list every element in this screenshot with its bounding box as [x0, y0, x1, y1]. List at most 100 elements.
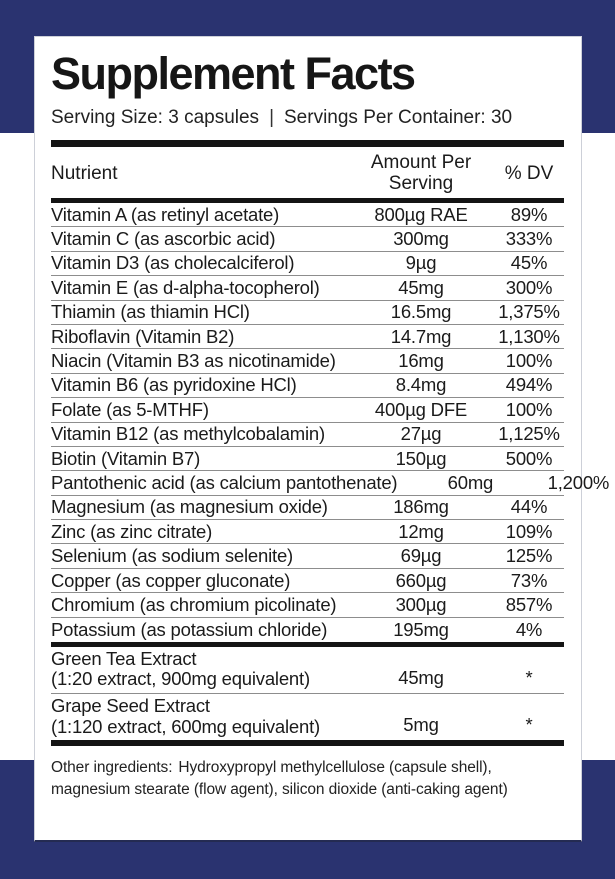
nutrient-name: Vitamin B12 (as methylcobalamin): [51, 423, 325, 445]
nutrient-dv: 1,375%: [498, 301, 560, 323]
nutrient-name: Zinc (as zinc citrate): [51, 520, 213, 542]
extract-amount: 45mg: [398, 666, 444, 688]
table-row: Vitamin B6 (as pyridoxine HCl) 8.4mg 494…: [51, 374, 564, 399]
nutrient-name: Potassium (as potassium chloride): [51, 618, 328, 640]
nutrient-amount: 400µg DFE: [374, 398, 468, 420]
table-header-row: Nutrient Amount Per Serving % DV: [51, 147, 564, 198]
nutrient-name: Folate (as 5-MTHF): [51, 398, 209, 420]
nutrient-dv: 1,130%: [498, 325, 560, 347]
nutrient-dv: 494%: [505, 374, 553, 396]
nutrient-dv: 73%: [510, 569, 548, 591]
nutrient-dv: 857%: [505, 593, 553, 615]
nutrient-amount: 300mg: [393, 228, 449, 250]
thick-divider-header: [51, 198, 564, 203]
nutrient-dv: 300%: [505, 276, 553, 298]
nutrient-dv: 89%: [510, 203, 548, 225]
nutrient-dv: 1,200%: [547, 471, 610, 493]
column-header-amount: Amount Per Serving: [370, 152, 472, 194]
nutrient-name: Magnesium (as magnesium oxide): [51, 496, 328, 518]
table-row: Vitamin C (as ascorbic acid) 300mg 333%: [51, 227, 564, 252]
servings-per-container-text: Servings Per Container: 30: [284, 107, 513, 128]
nutrient-dv: 500%: [505, 447, 553, 469]
table-row: Niacin (Vitamin B3 as nicotinamide) 16mg…: [51, 349, 564, 374]
nutrient-amount: 45mg: [398, 276, 444, 298]
other-ingredients: Other ingredients: Hydroxypropyl methylce…: [51, 757, 564, 801]
nutrient-name: Thiamin (as thiamin HCl): [51, 301, 250, 323]
nutrient-table-body: Vitamin A (as retinyl acetate) 800µg RAE…: [51, 203, 609, 642]
nutrient-amount: 9µg: [405, 252, 437, 274]
nutrient-name: Vitamin A (as retinyl acetate): [51, 203, 280, 225]
nutrient-name: Biotin (Vitamin B7): [51, 447, 201, 469]
table-row: Vitamin B12 (as methylcobalamin) 27µg 1,…: [51, 423, 564, 447]
nutrient-dv: 44%: [510, 496, 548, 518]
nutrient-dv: 125%: [505, 545, 553, 567]
table-row: Folate (as 5-MTHF) 400µg DFE 100%: [51, 398, 564, 423]
nutrient-amount: 27µg: [400, 423, 442, 445]
nutrient-name: Vitamin B6 (as pyridoxine HCl): [51, 374, 297, 396]
nutrient-name: Vitamin E (as d-alpha-tocopherol): [51, 276, 320, 298]
nutrient-amount: 150µg: [395, 447, 447, 469]
nutrient-name: Vitamin C (as ascorbic acid): [51, 228, 276, 250]
nutrient-name: Copper (as copper gluconate): [51, 569, 291, 591]
page-title: Supplement Facts: [51, 48, 416, 99]
nutrient-amount: 8.4mg: [395, 374, 447, 396]
table-row: Magnesium (as magnesium oxide) 186mg 44%: [51, 496, 564, 521]
serving-divider: |: [269, 107, 274, 128]
nutrient-name: Riboflavin (Vitamin B2): [51, 325, 235, 347]
extract-amount: 5mg: [403, 714, 439, 736]
column-header-nutrient: Nutrient: [51, 162, 118, 184]
serving-info: Serving Size: 3 capsules | Servings Per Co…: [51, 105, 564, 131]
table-row: Zinc (as zinc citrate) 12mg 109%: [51, 520, 564, 545]
nutrient-dv: 333%: [505, 228, 553, 250]
nutrient-amount: 186mg: [393, 496, 449, 518]
extract-name: Grape Seed Extract (1:120 extract, 600mg…: [51, 695, 321, 737]
nutrient-name: Pantothenic acid (as calcium pantothenat…: [51, 471, 398, 493]
other-ingredients-label: Other ingredients:: [51, 759, 173, 777]
nutrient-name: Chromium (as chromium picolinate): [51, 593, 337, 615]
nutrient-dv: 4%: [515, 618, 543, 640]
extract-dv: *: [525, 714, 533, 736]
nutrient-amount: 69µg: [400, 545, 442, 567]
nutrient-amount: 195mg: [393, 618, 449, 640]
column-header-dv: % DV: [504, 162, 554, 184]
extract-dv: *: [525, 666, 533, 688]
thick-divider-minerals: [51, 642, 564, 648]
extract-name: Green Tea Extract (1:20 extract, 900mg e…: [51, 647, 310, 690]
table-row: Biotin (Vitamin B7) 150µg 500%: [51, 447, 564, 472]
table-row: Selenium (as sodium selenite) 69µg 125%: [51, 544, 564, 569]
nutrient-name: Niacin (Vitamin B3 as nicotinamide): [51, 350, 336, 372]
nutrient-amount: 14.7mg: [390, 325, 452, 347]
table-row: Copper (as copper gluconate) 660µg 73%: [51, 569, 564, 594]
nutrient-dv: 100%: [505, 398, 553, 420]
nutrient-name: Selenium (as sodium selenite): [51, 545, 294, 567]
table-row: Riboflavin (Vitamin B2) 14.7mg 1,130%: [51, 325, 564, 350]
thick-divider-bottom: [51, 740, 564, 747]
nutrient-amount: 660µg: [395, 569, 447, 591]
extract-row: Grape Seed Extract (1:120 extract, 600mg…: [51, 694, 564, 741]
nutrient-amount: 16mg: [398, 350, 444, 372]
table-row: Vitamin D3 (as cholecalciferol) 9µg 45%: [51, 252, 564, 277]
nutrient-amount: 300µg: [395, 593, 447, 615]
nutrient-amount: 800µg RAE: [374, 203, 468, 225]
nutrient-amount: 60mg: [447, 471, 494, 493]
table-row: Pantothenic acid (as calcium pantothenat…: [51, 471, 609, 496]
serving-size-text: Serving Size: 3 capsules: [51, 107, 260, 128]
nutrient-amount: 12mg: [398, 520, 444, 542]
nutrient-amount: 16.5mg: [390, 301, 452, 323]
extract-row: Green Tea Extract (1:20 extract, 900mg e…: [51, 647, 564, 694]
other-ingredients-text: Hydroxypropyl methylcellulose (capsule s…: [51, 759, 508, 799]
extracts-table-body: Green Tea Extract (1:20 extract, 900mg e…: [51, 647, 564, 740]
nutrient-dv: 1,125%: [498, 423, 560, 445]
supplement-facts-panel: Supplement Facts Serving Size: 3 capsule…: [34, 36, 609, 842]
table-row: Vitamin E (as d-alpha-tocopherol) 45mg 3…: [51, 276, 564, 301]
table-row: Chromium (as chromium picolinate) 300µg …: [51, 593, 564, 618]
nutrient-name: Vitamin D3 (as cholecalciferol): [51, 252, 295, 274]
table-row: Thiamin (as thiamin HCl) 16.5mg 1,375%: [51, 301, 564, 325]
thick-divider-top: [51, 140, 564, 147]
table-row: Vitamin A (as retinyl acetate) 800µg RAE…: [51, 203, 564, 228]
nutrient-dv: 109%: [505, 520, 553, 542]
nutrient-dv: 100%: [505, 350, 553, 372]
nutrient-dv: 45%: [510, 252, 548, 274]
table-row: Potassium (as potassium chloride) 195mg …: [51, 618, 564, 642]
